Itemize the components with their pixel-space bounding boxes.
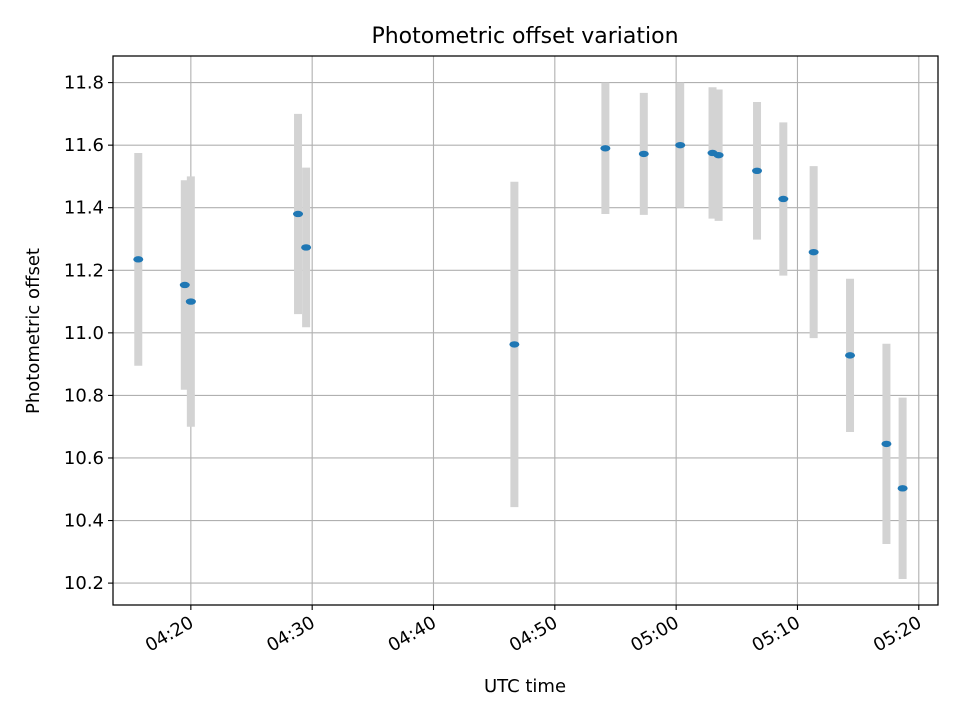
data-point (293, 210, 304, 218)
data-point (845, 352, 856, 359)
y-axis-ticks: 10.2 10.4 10.6 10.8 11.0 11.2 11.4 11.6 11.8 (64, 73, 113, 594)
data-point (509, 341, 520, 348)
data-point (881, 440, 892, 448)
data-point (185, 298, 196, 305)
y-tick-label: 11.8 (64, 73, 104, 94)
data-point (713, 151, 724, 159)
y-tick-label: 10.2 (64, 573, 104, 594)
y-tick-label: 10.8 (64, 385, 104, 406)
data-point (301, 244, 312, 251)
data-point (133, 256, 144, 263)
x-axis-label: UTC time (484, 676, 566, 697)
y-tick-label: 10.4 (64, 511, 104, 532)
y-tick-label: 10.6 (64, 448, 104, 469)
y-tick-label: 11.2 (64, 260, 104, 281)
grid (113, 56, 938, 605)
data-point (808, 248, 819, 256)
data-point (179, 281, 190, 289)
data-point (897, 485, 908, 492)
y-tick-label: 11.6 (64, 135, 104, 156)
data-point (778, 195, 789, 203)
plot-frame (112, 55, 939, 606)
data-point (675, 141, 686, 149)
data-point (638, 150, 649, 158)
y-axis-label: Photometric offset (23, 248, 44, 414)
data-point (600, 145, 611, 152)
data-points (133, 141, 908, 492)
y-tick-label: 11.0 (64, 323, 104, 344)
y-tick-label: 11.4 (64, 198, 104, 219)
chart-title: Photometric offset variation (371, 24, 678, 49)
data-point (752, 167, 763, 175)
